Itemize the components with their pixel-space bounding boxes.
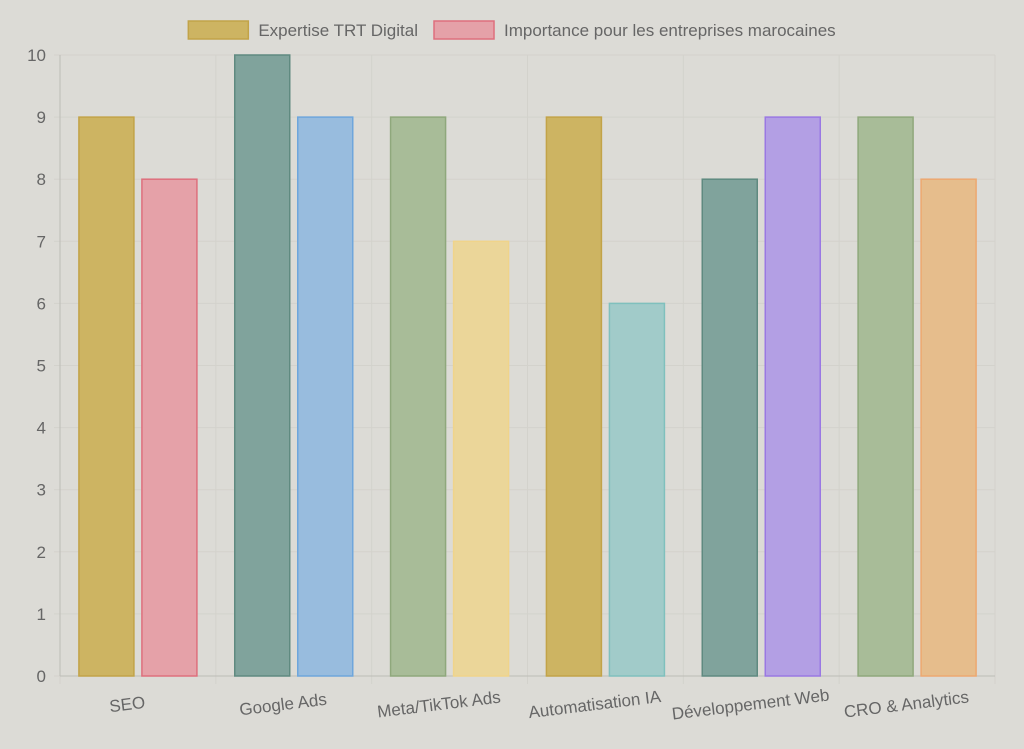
y-tick-label: 3 [37, 481, 46, 500]
bar-expertise-5[interactable] [857, 116, 914, 677]
x-axis-categories: SEO Google Ads Meta/TikTok Ads Automatisati… [108, 685, 970, 723]
bars [78, 54, 977, 677]
y-tick-label: 2 [37, 543, 46, 562]
x-category-label: Meta/TikTok Ads [376, 688, 501, 722]
y-tick-label: 4 [37, 419, 46, 438]
legend-item-importance[interactable]: Importance pour les entreprises marocain… [433, 20, 836, 40]
bar-importance-4[interactable] [764, 116, 821, 677]
y-tick-label: 9 [37, 108, 46, 127]
bar-importance-5[interactable] [920, 178, 977, 677]
legend-label: Importance pour les entreprises marocain… [504, 21, 836, 40]
x-category-label: Google Ads [238, 690, 328, 720]
bar-importance-1[interactable] [297, 116, 354, 677]
y-tick-label: 6 [37, 294, 46, 313]
legend: Expertise TRT Digital Importance pour les… [187, 20, 836, 40]
x-category-label: CRO & Analytics [843, 687, 970, 721]
y-tick-label: 1 [37, 605, 46, 624]
legend-swatch [187, 20, 250, 40]
bar-expertise-4[interactable] [701, 178, 758, 677]
bar-expertise-0[interactable] [78, 116, 135, 677]
bar-importance-0[interactable] [141, 178, 198, 677]
legend-item-expertise[interactable]: Expertise TRT Digital [187, 20, 418, 40]
x-category-label: Développement Web [671, 685, 831, 723]
y-tick-label: 0 [37, 667, 46, 686]
y-tick-label: 7 [37, 232, 46, 251]
bar-expertise-3[interactable] [545, 116, 603, 677]
legend-label: Expertise TRT Digital [258, 21, 418, 40]
y-axis-ticks: 0 1 2 3 4 5 6 7 8 9 10 [27, 46, 46, 686]
x-category-label: Automatisation IA [527, 687, 662, 722]
x-category-label: SEO [108, 693, 146, 716]
bar-expertise-1[interactable] [234, 54, 291, 677]
y-tick-label: 8 [37, 170, 46, 189]
y-tick-label: 10 [27, 46, 46, 65]
bar-expertise-2[interactable] [389, 116, 447, 677]
bar-importance-2[interactable] [452, 240, 510, 677]
axes [59, 55, 995, 677]
bar-importance-3[interactable] [608, 302, 666, 677]
y-tick-label: 5 [37, 357, 46, 376]
legend-swatch [433, 20, 495, 40]
